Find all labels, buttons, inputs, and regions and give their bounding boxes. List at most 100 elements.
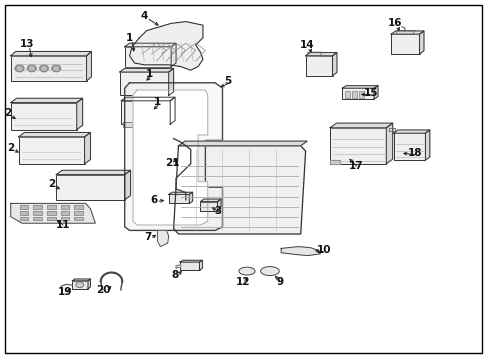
Text: 2: 2 xyxy=(48,179,55,189)
Text: 2: 2 xyxy=(4,108,11,118)
Polygon shape xyxy=(306,52,321,56)
Text: 16: 16 xyxy=(387,18,402,28)
Polygon shape xyxy=(342,86,377,88)
Circle shape xyxy=(27,65,36,72)
Text: 20: 20 xyxy=(96,285,111,295)
Ellipse shape xyxy=(238,267,255,275)
Polygon shape xyxy=(88,279,90,289)
Polygon shape xyxy=(176,265,181,268)
Text: 7: 7 xyxy=(143,232,151,242)
Polygon shape xyxy=(332,53,336,76)
Bar xyxy=(74,205,83,209)
Circle shape xyxy=(40,65,48,72)
Polygon shape xyxy=(386,123,392,164)
Bar xyxy=(33,205,42,209)
Polygon shape xyxy=(425,130,429,160)
Text: 8: 8 xyxy=(171,270,178,280)
Bar xyxy=(61,217,69,220)
Polygon shape xyxy=(133,90,207,225)
Polygon shape xyxy=(329,160,339,164)
Polygon shape xyxy=(305,53,336,56)
Circle shape xyxy=(29,67,34,70)
Bar xyxy=(74,211,83,215)
Polygon shape xyxy=(373,86,377,99)
Bar xyxy=(344,91,349,98)
Bar xyxy=(180,262,199,270)
Polygon shape xyxy=(124,43,176,47)
Bar xyxy=(342,88,373,99)
Circle shape xyxy=(15,65,24,72)
Polygon shape xyxy=(124,83,222,230)
Bar xyxy=(74,217,83,220)
Bar xyxy=(61,205,69,209)
Polygon shape xyxy=(129,22,203,70)
Polygon shape xyxy=(217,199,221,211)
Bar xyxy=(33,211,42,215)
Polygon shape xyxy=(84,132,90,164)
Bar xyxy=(390,34,419,54)
Text: 1: 1 xyxy=(145,69,152,79)
Bar xyxy=(47,205,56,209)
Polygon shape xyxy=(157,230,168,247)
Text: 4: 4 xyxy=(140,11,148,21)
Bar xyxy=(20,205,28,209)
Bar xyxy=(168,194,189,203)
Bar xyxy=(121,101,170,124)
Bar xyxy=(11,103,77,130)
Text: 1: 1 xyxy=(126,33,133,43)
Bar xyxy=(47,217,56,220)
Circle shape xyxy=(54,67,59,70)
Polygon shape xyxy=(168,68,173,95)
Bar xyxy=(72,281,88,289)
Polygon shape xyxy=(168,192,192,194)
Bar xyxy=(393,133,425,160)
Bar xyxy=(19,137,84,164)
Polygon shape xyxy=(281,247,320,256)
Bar xyxy=(305,56,332,76)
Polygon shape xyxy=(180,260,202,262)
Polygon shape xyxy=(329,123,392,128)
Circle shape xyxy=(76,282,83,288)
Polygon shape xyxy=(72,279,90,281)
Bar xyxy=(351,91,356,98)
Polygon shape xyxy=(11,51,91,56)
Text: 11: 11 xyxy=(55,220,70,230)
Polygon shape xyxy=(170,97,175,124)
Text: 1: 1 xyxy=(154,96,161,107)
Polygon shape xyxy=(199,260,202,270)
Text: 2: 2 xyxy=(7,143,14,153)
Polygon shape xyxy=(419,31,423,54)
Polygon shape xyxy=(395,31,414,34)
Circle shape xyxy=(52,65,61,72)
Polygon shape xyxy=(390,31,423,34)
Text: 15: 15 xyxy=(363,88,377,98)
Text: 17: 17 xyxy=(348,161,363,171)
Bar xyxy=(61,211,69,215)
Text: 13: 13 xyxy=(20,39,34,49)
Bar xyxy=(359,91,364,98)
Polygon shape xyxy=(121,97,175,101)
Polygon shape xyxy=(56,170,130,175)
Polygon shape xyxy=(86,51,91,81)
Bar xyxy=(11,56,86,81)
Polygon shape xyxy=(388,128,394,131)
Polygon shape xyxy=(11,203,95,223)
Text: 6: 6 xyxy=(150,195,157,205)
Text: 5: 5 xyxy=(224,76,230,86)
Circle shape xyxy=(17,67,22,70)
Text: 9: 9 xyxy=(276,276,283,287)
Bar xyxy=(120,72,168,95)
Bar xyxy=(20,211,28,215)
Text: 3: 3 xyxy=(214,206,221,216)
Text: 10: 10 xyxy=(316,245,330,255)
Polygon shape xyxy=(200,199,221,202)
Polygon shape xyxy=(171,43,176,67)
Polygon shape xyxy=(173,146,305,234)
Polygon shape xyxy=(77,98,82,130)
Bar xyxy=(200,202,217,211)
Polygon shape xyxy=(124,170,130,200)
Polygon shape xyxy=(11,98,82,103)
Text: 21: 21 xyxy=(164,158,179,168)
Text: 18: 18 xyxy=(407,148,421,158)
Polygon shape xyxy=(19,132,90,137)
